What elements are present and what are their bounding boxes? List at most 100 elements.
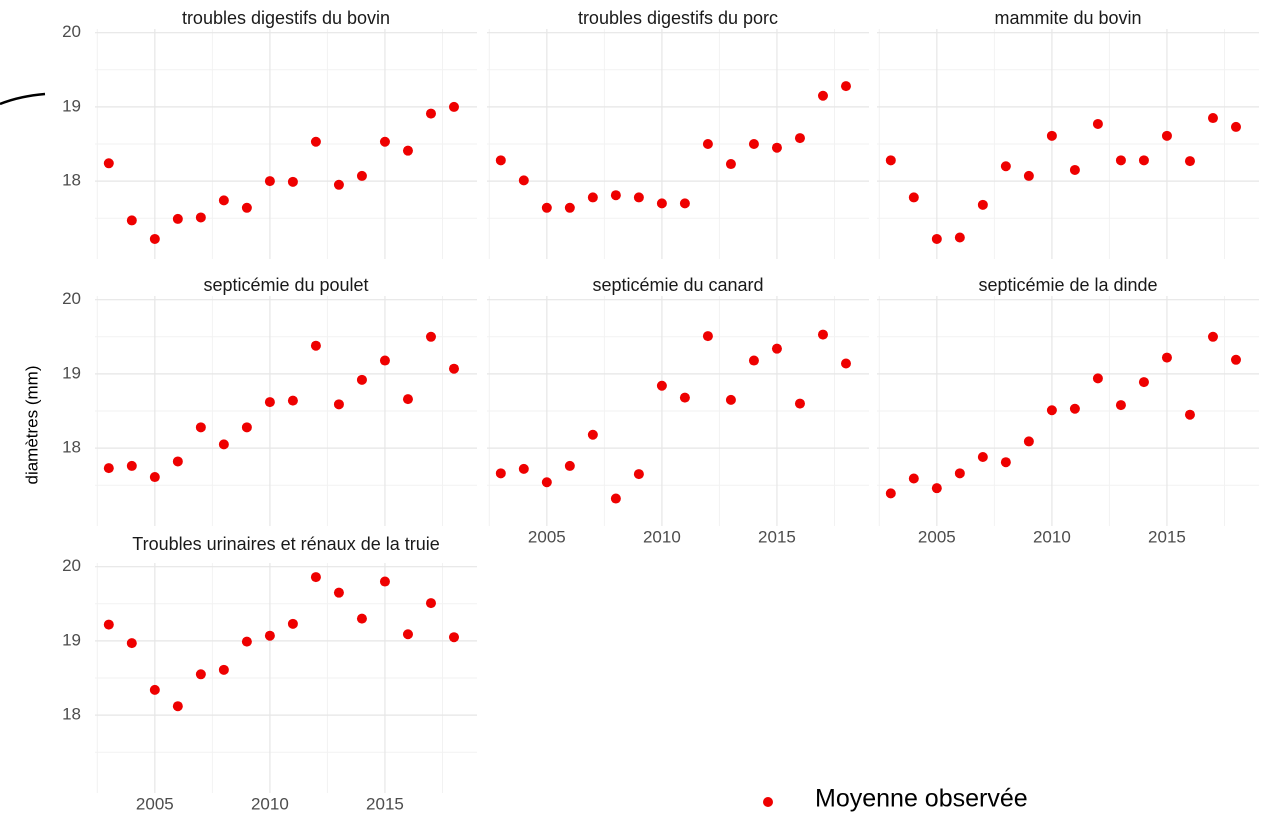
x-tick-label: 2005 xyxy=(528,527,566,546)
point xyxy=(149,472,160,483)
y-tick-label: 19 xyxy=(62,630,81,649)
point xyxy=(1207,331,1218,342)
point xyxy=(794,398,805,409)
point xyxy=(977,199,988,210)
x-tick-label: 2010 xyxy=(1033,527,1071,546)
point xyxy=(564,202,575,213)
point xyxy=(172,213,183,224)
point xyxy=(610,190,621,201)
legend-label: Moyenne observée xyxy=(815,785,1028,813)
point xyxy=(333,587,344,598)
point xyxy=(610,493,621,504)
y-tick-label: 20 xyxy=(62,22,81,41)
panel-title: septicémie de la dinde xyxy=(978,275,1158,295)
point xyxy=(402,145,413,156)
point xyxy=(495,468,506,479)
point xyxy=(1000,457,1011,468)
point xyxy=(287,618,298,629)
point xyxy=(1092,373,1103,384)
point xyxy=(885,155,896,166)
point xyxy=(264,397,275,408)
point xyxy=(310,136,321,147)
point xyxy=(310,572,321,583)
point xyxy=(241,422,252,433)
x-tick-label: 2005 xyxy=(918,527,956,546)
y-tick-label: 18 xyxy=(62,438,81,457)
point xyxy=(931,233,942,244)
point xyxy=(1161,352,1172,363)
panel-title: Troubles urinaires et rénaux de la truie xyxy=(132,534,440,554)
point xyxy=(518,175,529,186)
point xyxy=(840,81,851,92)
point xyxy=(287,176,298,187)
point xyxy=(679,198,690,209)
point xyxy=(977,452,988,462)
point xyxy=(264,176,275,187)
point xyxy=(771,142,782,153)
stray-stroke xyxy=(0,92,46,106)
point xyxy=(425,331,436,342)
x-tick-label: 2005 xyxy=(136,794,174,813)
point xyxy=(333,179,344,190)
point xyxy=(356,613,367,624)
point xyxy=(702,139,713,149)
panel-title: mammite du bovin xyxy=(994,8,1142,28)
point xyxy=(931,483,942,494)
y-tick-label: 20 xyxy=(62,556,81,575)
point xyxy=(541,477,552,488)
panel-title: septicémie du canard xyxy=(592,275,764,295)
point xyxy=(1184,156,1195,167)
point xyxy=(425,108,436,119)
point xyxy=(1138,155,1149,166)
point xyxy=(817,329,828,340)
point xyxy=(149,684,160,695)
point xyxy=(1000,161,1011,172)
y-axis-label: diamètres (mm) xyxy=(22,365,41,484)
point xyxy=(379,576,390,587)
x-tick-label: 2010 xyxy=(251,794,289,813)
point xyxy=(954,468,965,479)
point xyxy=(1092,118,1103,129)
point xyxy=(840,358,851,369)
point xyxy=(218,664,229,675)
point xyxy=(1207,113,1218,124)
x-tick-label: 2010 xyxy=(643,527,681,546)
y-tick-label: 18 xyxy=(62,705,81,724)
point xyxy=(264,630,275,641)
y-tick-label: 20 xyxy=(62,289,81,308)
point xyxy=(402,394,413,405)
point xyxy=(379,136,390,147)
point xyxy=(195,212,206,223)
point xyxy=(287,395,298,406)
point xyxy=(633,469,644,480)
point xyxy=(564,460,575,471)
point xyxy=(172,701,183,712)
point xyxy=(149,233,160,244)
point xyxy=(448,363,459,374)
panel-title: troubles digestifs du porc xyxy=(577,8,779,28)
point xyxy=(908,473,919,484)
point xyxy=(1115,400,1126,411)
point xyxy=(1184,409,1195,420)
point xyxy=(425,598,436,609)
point xyxy=(1046,130,1057,141)
point xyxy=(356,170,367,181)
point xyxy=(679,392,690,403)
point xyxy=(379,355,390,366)
point xyxy=(702,331,713,342)
point xyxy=(1115,155,1126,166)
point xyxy=(310,340,321,351)
point xyxy=(794,133,805,144)
point xyxy=(172,456,183,467)
y-tick-label: 19 xyxy=(62,363,81,382)
point xyxy=(195,669,206,680)
point xyxy=(908,192,919,203)
point xyxy=(954,232,965,243)
y-tick-label: 18 xyxy=(62,171,81,190)
point xyxy=(1069,164,1080,175)
point xyxy=(448,632,459,643)
point xyxy=(356,374,367,385)
point xyxy=(817,90,828,101)
point xyxy=(103,463,114,474)
